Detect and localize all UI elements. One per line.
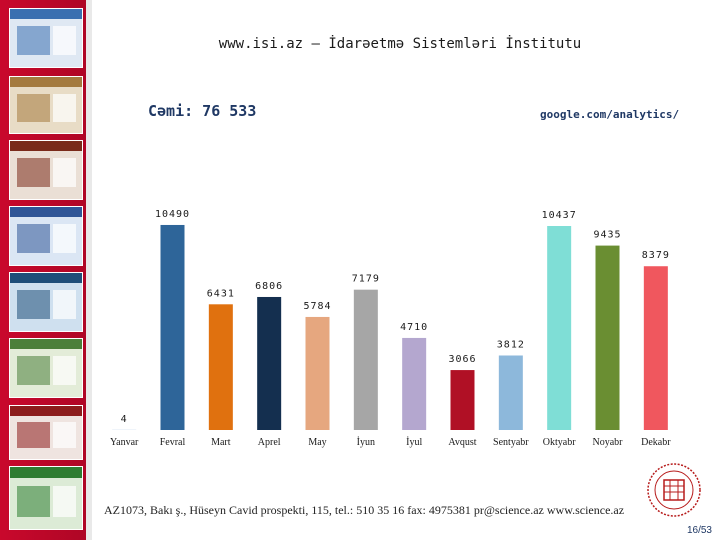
x-tick-label-8: Avqust [448, 437, 476, 448]
sidebar-thumb-5 [9, 272, 83, 332]
bar-8 [450, 370, 475, 430]
bar-12 [643, 266, 668, 430]
data-label-6: 7179 [352, 274, 380, 285]
monthly-visits-chart: 4 Yanvar 10490 Fevral 6431 Mart 6806 Aprel 5784 M… [110, 209, 671, 448]
data-label-11: 9435 [593, 230, 621, 241]
footer-address: AZ1073, Bakı ş., Hüseyn Cavid prospekti,… [104, 503, 625, 517]
x-tick-label-4: Aprel [258, 437, 281, 448]
x-tick-label-10: Oktyabr [543, 437, 576, 448]
bar-2 [160, 224, 185, 430]
data-label-3: 6431 [207, 288, 235, 299]
page-number: 16/53 [686, 525, 712, 536]
sidebar-thumb-8 [9, 466, 83, 530]
data-label-7: 4710 [400, 322, 428, 333]
data-label-5: 5784 [303, 301, 331, 312]
academy-seal-logo [647, 463, 701, 517]
x-tick-label-3: Mart [211, 437, 231, 448]
bar-11 [595, 245, 620, 430]
sidebar-thumb-3 [9, 140, 83, 200]
data-label-4: 6806 [255, 281, 283, 292]
sidebar-thumb-1 [9, 8, 83, 68]
x-tick-label-6: İyun [357, 436, 375, 448]
data-label-9: 3812 [497, 339, 525, 350]
sidebar-thumb-2 [9, 76, 83, 134]
x-tick-label-5: May [308, 437, 326, 448]
bar-9 [498, 355, 523, 430]
bar-3 [208, 304, 233, 430]
bar-6 [353, 289, 378, 430]
x-tick-label-2: Fevral [160, 437, 186, 448]
sidebar-thumb-4 [9, 206, 83, 266]
data-label-1: 4 [121, 414, 128, 425]
data-label-2: 10490 [155, 209, 190, 220]
x-tick-label-1: Yanvar [110, 437, 139, 448]
x-tick-label-9: Sentyabr [493, 437, 529, 448]
sidebar-thumb-6 [9, 338, 83, 398]
source-label: google.com/analytics/ [540, 108, 680, 121]
data-label-8: 3066 [448, 354, 476, 365]
sidebar-thumb-7 [9, 405, 83, 460]
data-label-12: 8379 [642, 250, 670, 261]
bar-5 [305, 316, 330, 430]
x-tick-label-7: İyul [406, 436, 422, 448]
x-tick-label-11: Noyabr [593, 437, 624, 448]
bar-10 [547, 226, 572, 430]
sidebar-divider [86, 0, 92, 540]
x-tick-label-12: Dekabr [641, 437, 671, 448]
data-label-10: 10437 [542, 210, 577, 221]
total-visits: Cəmi: 76 533 [148, 102, 257, 120]
bar-4 [257, 296, 282, 430]
bar-7 [402, 337, 427, 430]
page-title: www.isi.az – İdarəetmə Sistemləri İnstit… [218, 36, 582, 52]
